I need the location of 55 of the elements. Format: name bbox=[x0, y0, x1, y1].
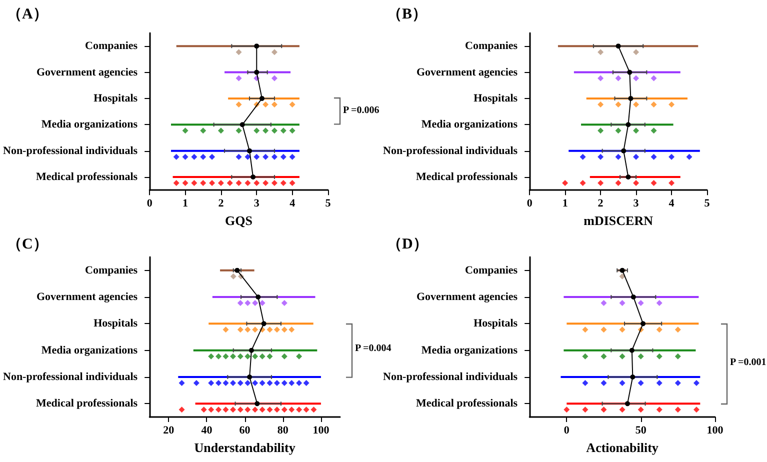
x-axis-title: mDISCERN bbox=[584, 213, 654, 228]
y-tick-label: Non-professional individuals bbox=[2, 144, 138, 157]
y-tick-label: Companies bbox=[85, 264, 138, 276]
x-axis-title: GQS bbox=[225, 213, 253, 228]
x-tick-label: 100 bbox=[312, 424, 330, 436]
x-tick-label: 4 bbox=[290, 198, 296, 210]
x-tick-label: 0 bbox=[564, 424, 570, 436]
x-tick-label: 5 bbox=[325, 198, 332, 210]
x-tick-label: 5 bbox=[704, 198, 710, 210]
y-tick-label: Media organizations bbox=[421, 344, 518, 356]
x-tick-label: 0 bbox=[146, 198, 153, 210]
y-tick-label: Hospitals bbox=[94, 318, 138, 330]
text: （C） bbox=[7, 236, 48, 252]
x-tick-label: 2 bbox=[598, 198, 604, 210]
y-tick-label: Government agencies bbox=[36, 291, 138, 303]
y-tick-label: Medical professionals bbox=[416, 398, 518, 410]
text: （D） bbox=[387, 236, 428, 252]
y-tick-label: Companies bbox=[85, 40, 138, 52]
y-tick-label: Government agencies bbox=[36, 66, 138, 78]
y-tick-label: Hospitals bbox=[474, 92, 518, 104]
x-axis-title: Actionability bbox=[586, 440, 659, 455]
text: （A） bbox=[7, 6, 48, 22]
y-tick-label: Government agencies bbox=[416, 291, 518, 303]
x-tick-label: 20 bbox=[163, 424, 175, 436]
y-tick-label: Hospitals bbox=[474, 318, 518, 330]
x-axis-title: Understandability bbox=[194, 440, 296, 455]
y-tick-label: Media organizations bbox=[41, 344, 138, 356]
y-tick-label: Media organizations bbox=[421, 118, 518, 131]
y-tick-label: Non-professional individuals bbox=[382, 371, 518, 383]
y-tick-label: Non-professional individuals bbox=[382, 144, 518, 157]
text: （B） bbox=[387, 6, 428, 22]
x-tick-label: 0 bbox=[526, 198, 533, 210]
x-tick-label: 2 bbox=[218, 198, 224, 210]
text: P =0.001 bbox=[730, 356, 766, 368]
x-tick-label: 4 bbox=[668, 198, 675, 210]
text: P =0.006 bbox=[343, 104, 380, 116]
y-tick-label: Government agencies bbox=[416, 66, 518, 78]
x-tick-label: 1 bbox=[562, 198, 568, 210]
x-tick-label: 80 bbox=[277, 424, 289, 436]
x-tick-label: 1 bbox=[182, 198, 188, 210]
x-tick-label: 3 bbox=[633, 198, 640, 210]
y-tick-label: Medical professionals bbox=[36, 171, 138, 184]
y-tick-label: Media organizations bbox=[41, 118, 138, 131]
y-tick-label: Medical professionals bbox=[416, 171, 518, 184]
x-tick-label: 3 bbox=[254, 198, 260, 210]
y-tick-label: Non-professional individuals bbox=[2, 371, 138, 383]
y-tick-label: Hospitals bbox=[94, 92, 138, 104]
y-tick-label: Companies bbox=[465, 264, 518, 276]
text: P =0.004 bbox=[355, 343, 392, 354]
y-tick-label: Medical professionals bbox=[36, 398, 138, 410]
x-tick-label: 100 bbox=[706, 424, 724, 436]
x-tick-label: 40 bbox=[201, 424, 213, 436]
x-tick-label: 60 bbox=[239, 424, 251, 436]
x-tick-label: 50 bbox=[635, 424, 647, 436]
y-tick-label: Companies bbox=[465, 40, 518, 52]
